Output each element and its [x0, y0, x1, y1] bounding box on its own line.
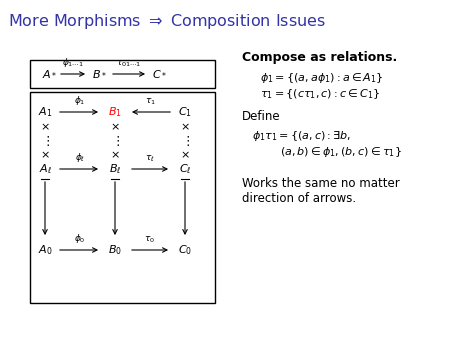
Bar: [30, 60, 215, 88]
Text: $B_\ell$: $B_\ell$: [109, 162, 121, 176]
Text: $\times$: $\times$: [180, 122, 190, 132]
Text: Works the same no matter: Works the same no matter: [242, 177, 400, 190]
Text: $\vdots$: $\vdots$: [110, 134, 119, 148]
Text: direction of arrows.: direction of arrows.: [242, 192, 356, 205]
Bar: [30, 92, 215, 303]
Text: $\times$: $\times$: [40, 122, 50, 132]
Text: $A_*$: $A_*$: [42, 69, 57, 79]
Text: $\phi_0$: $\phi_0$: [74, 232, 86, 245]
Text: $\tau_\ell$: $\tau_\ell$: [145, 153, 155, 164]
Text: $C_\ell$: $C_\ell$: [179, 162, 191, 176]
Text: $A_0$: $A_0$: [38, 243, 52, 257]
Text: $B_0$: $B_0$: [108, 243, 122, 257]
Text: $\tau_{01\cdots 1}$: $\tau_{01\cdots 1}$: [117, 59, 142, 69]
Text: Define: Define: [242, 110, 281, 123]
Text: $\vdots$: $\vdots$: [41, 134, 49, 148]
Text: $\vdots$: $\vdots$: [181, 134, 190, 148]
Text: $C_*$: $C_*$: [152, 69, 167, 79]
Text: $\times$: $\times$: [110, 122, 120, 132]
Text: $C_1$: $C_1$: [178, 105, 192, 119]
Text: $\phi_1\tau_1 = \{(a, c) : \exists b,$: $\phi_1\tau_1 = \{(a, c) : \exists b,$: [252, 129, 351, 143]
Text: $A_\ell$: $A_\ell$: [38, 162, 52, 176]
Text: $\times$: $\times$: [40, 150, 50, 160]
Text: $C_0$: $C_0$: [178, 243, 192, 257]
Text: $\tau_0$: $\tau_0$: [145, 235, 155, 245]
Text: $(a, b) \in \phi_1, (b, c) \in \tau_1\}$: $(a, b) \in \phi_1, (b, c) \in \tau_1\}$: [280, 145, 402, 159]
Text: $\phi_\ell$: $\phi_\ell$: [75, 151, 85, 164]
Text: $\phi_{1\cdots 1}$: $\phi_{1\cdots 1}$: [62, 56, 84, 69]
Text: $\times$: $\times$: [180, 150, 190, 160]
Text: $\phi_1 = \{(a, a\phi_1) : a \in A_1\}$: $\phi_1 = \{(a, a\phi_1) : a \in A_1\}$: [260, 71, 383, 85]
Text: $\phi_1$: $\phi_1$: [74, 94, 86, 107]
Text: Compose as relations.: Compose as relations.: [242, 51, 397, 64]
Text: $B_*$: $B_*$: [92, 69, 107, 79]
Text: $\tau_1 = \{(c\tau_1, c) : c \in C_1\}$: $\tau_1 = \{(c\tau_1, c) : c \in C_1\}$: [260, 87, 380, 101]
Text: $\tau_1$: $\tau_1$: [145, 97, 155, 107]
Text: $B_1$: $B_1$: [108, 105, 122, 119]
Text: $\times$: $\times$: [110, 150, 120, 160]
Text: More Morphisms $\Rightarrow$ Composition Issues: More Morphisms $\Rightarrow$ Composition…: [8, 12, 326, 31]
Text: $A_1$: $A_1$: [38, 105, 52, 119]
